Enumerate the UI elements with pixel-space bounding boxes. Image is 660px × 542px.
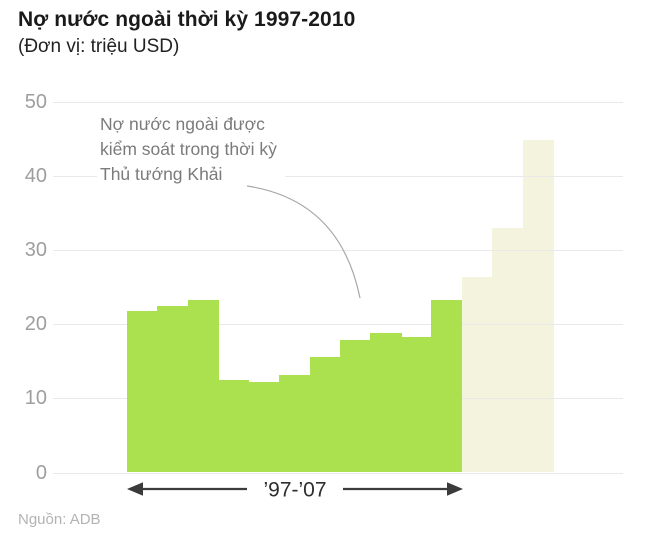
bar-2008 (461, 277, 493, 472)
y-axis-tick-label-0: 0 (35, 462, 47, 484)
y-axis-tick-label-10: 10 (24, 387, 47, 409)
bar-2007 (431, 300, 463, 472)
y-axis-tick-label-20: 20 (24, 313, 47, 335)
annotation-line-1: Nợ nước ngoài được (100, 114, 265, 134)
bar-1997 (127, 310, 159, 472)
bar-2003 (309, 356, 341, 472)
annotation-line-2: kiểm soát trong thời kỳ (100, 139, 277, 159)
y-axis-tick-label-50: 50 (24, 91, 47, 113)
source-credit: Nguồn: ADB (18, 511, 101, 528)
gridline-y-20 (53, 323, 623, 325)
y-axis-tick-label-30: 30 (24, 239, 47, 261)
bar-1998 (157, 305, 189, 472)
bar-2009 (492, 227, 524, 472)
bar-2006 (400, 336, 432, 472)
period-arrow-label: ’97-’07 (263, 479, 326, 502)
arrowhead-right-icon (447, 482, 463, 496)
gridline-y-30 (53, 249, 623, 251)
annotation-text: Nợ nước ngoài được kiểm soát trong thời … (97, 110, 285, 189)
bar-2002 (279, 375, 311, 472)
page-title: Nợ nước ngoài thời kỳ 1997-2010 (18, 8, 356, 31)
bar-2010 (522, 139, 554, 472)
bar-2000 (218, 379, 250, 472)
bar-1999 (187, 300, 219, 472)
annotation-line-3: Thủ tướng Khải (100, 164, 223, 184)
gridline-y-40 (53, 175, 623, 177)
gridline-y-0 (53, 472, 623, 474)
bar-2005 (370, 332, 402, 472)
y-axis-tick-label-40: 40 (24, 165, 47, 187)
gridline-y-50 (53, 101, 623, 103)
arrowhead-left-icon (127, 482, 143, 496)
bar-2001 (248, 382, 280, 472)
bar-2004 (340, 339, 372, 472)
annotation-curve (246, 185, 361, 299)
chart-unit-subtitle: (Đơn vị: triệu USD) (18, 36, 180, 57)
